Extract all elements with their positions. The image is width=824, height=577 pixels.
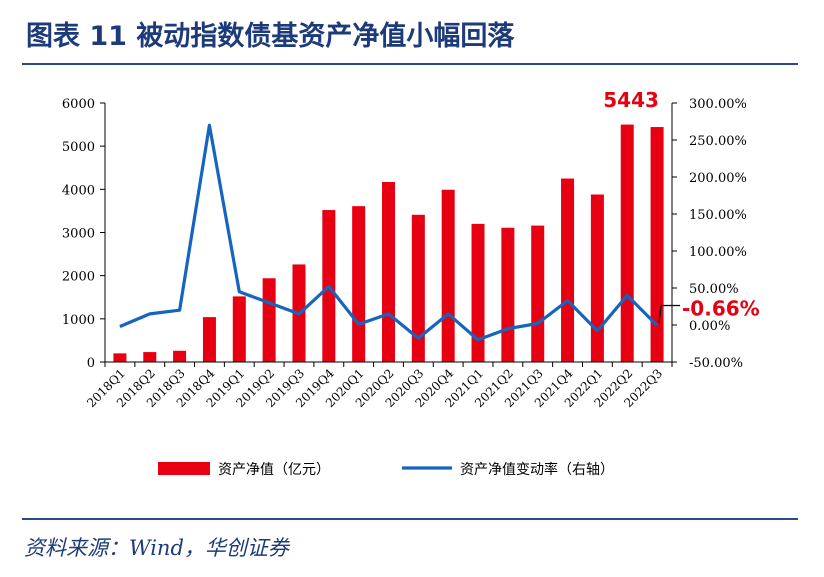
category-axis: 2018Q12018Q22018Q32018Q42019Q12019Q22019… xyxy=(84,361,673,410)
right-tick-label: 0.00% xyxy=(689,319,730,334)
bar xyxy=(232,296,246,362)
source-divider xyxy=(22,518,798,520)
chart-area: 0 1000 2000 3000 4000 5000 6000 -50.00% 0.00% 50… xyxy=(62,88,760,478)
annotations: 5443 -0.66% xyxy=(603,88,760,323)
bar xyxy=(262,278,276,362)
right-tick-label: 200.00% xyxy=(689,171,747,186)
left-tick-label: 1000 xyxy=(62,313,95,328)
left-tick-label: 6000 xyxy=(62,97,95,112)
bar xyxy=(441,189,455,362)
bar xyxy=(173,350,187,362)
line-callout-label: -0.66% xyxy=(682,296,760,320)
left-tick-label: 5000 xyxy=(62,140,95,155)
bar xyxy=(382,181,395,362)
bar xyxy=(650,127,664,363)
right-tick-label: 300.00% xyxy=(689,97,747,112)
right-axis: -50.00% 0.00% 50.00% 100.00% 150.00% 200.00% 2… xyxy=(671,97,747,371)
bar xyxy=(531,225,545,362)
title-divider xyxy=(22,63,798,65)
left-tick-label: 4000 xyxy=(62,183,95,198)
bar xyxy=(352,206,366,362)
bar xyxy=(411,214,425,362)
legend-bar-label: 资产净值（亿元） xyxy=(218,462,330,478)
bar xyxy=(143,352,157,362)
legend-bar-swatch xyxy=(158,462,210,475)
right-tick-label: 100.00% xyxy=(689,245,747,260)
bar-callout-label: 5443 xyxy=(603,88,659,112)
bar xyxy=(501,227,515,362)
right-tick-label: 50.00% xyxy=(689,282,739,297)
source-note: 资料来源：Wind，华创证券 xyxy=(24,536,289,560)
legend: 资产净值（亿元） 资产净值变动率（右轴） xyxy=(158,461,614,478)
left-tick-label: 0 xyxy=(87,356,95,371)
left-tick-label: 2000 xyxy=(62,270,95,285)
right-tick-label: -50.00% xyxy=(689,356,743,371)
right-tick-label: 250.00% xyxy=(689,134,747,149)
line-callout-leader xyxy=(658,304,680,323)
right-tick-label: 150.00% xyxy=(689,208,747,223)
line-series xyxy=(119,123,659,342)
legend-line-label: 资产净值变动率（右轴） xyxy=(460,461,614,478)
chart-title: 图表 11 被动指数债基资产净值小幅回落 xyxy=(26,21,515,52)
bar xyxy=(590,194,604,362)
bar xyxy=(202,317,216,362)
bar xyxy=(620,124,634,362)
bar xyxy=(113,353,127,362)
bar-series xyxy=(113,124,664,363)
left-axis: 0 1000 2000 3000 4000 5000 6000 xyxy=(62,97,106,371)
bar xyxy=(471,223,485,362)
left-tick-label: 3000 xyxy=(62,227,95,242)
bar xyxy=(561,178,575,362)
